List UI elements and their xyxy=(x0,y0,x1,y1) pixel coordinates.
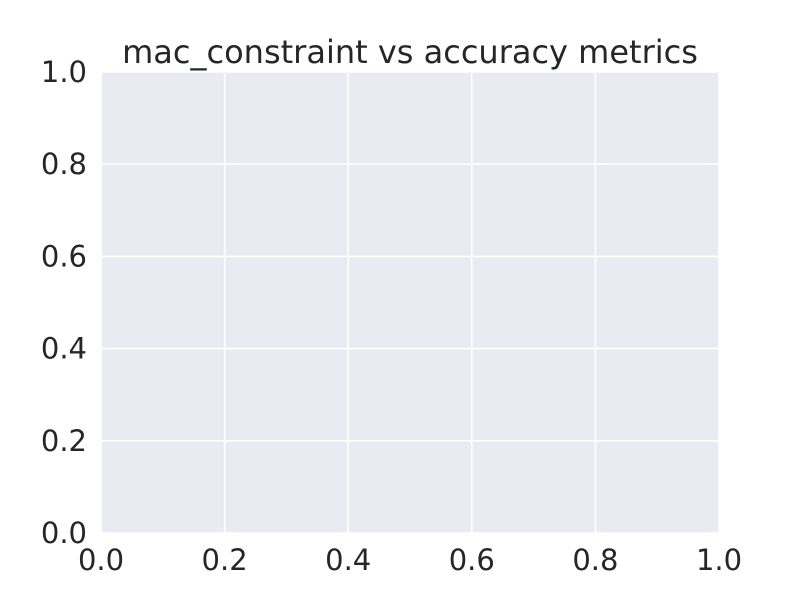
x-tick-label: 0.4 xyxy=(325,543,371,577)
y-tick-label: 0.8 xyxy=(41,147,87,181)
y-tick-label: 1.0 xyxy=(41,55,87,89)
y-tick-label: 0.2 xyxy=(41,424,87,458)
x-tick-label: 0.8 xyxy=(572,543,618,577)
grid xyxy=(100,71,720,534)
y-tick-label: 0.0 xyxy=(41,516,87,550)
x-tick-label: 0.6 xyxy=(449,543,495,577)
x-axis-ticks: 0.0 0.2 0.4 0.6 0.8 1.0 xyxy=(78,543,742,577)
y-tick-label: 0.6 xyxy=(41,239,87,273)
plot-area xyxy=(101,72,719,533)
x-tick-label: 0.0 xyxy=(78,543,124,577)
x-tick-label: 0.2 xyxy=(202,543,248,577)
y-tick-label: 0.4 xyxy=(41,332,87,366)
chart-title: mac_constraint vs accuracy metrics xyxy=(122,33,698,71)
y-axis-ticks: 0.0 0.2 0.4 0.6 0.8 1.0 xyxy=(41,55,87,550)
x-tick-label: 1.0 xyxy=(696,543,742,577)
